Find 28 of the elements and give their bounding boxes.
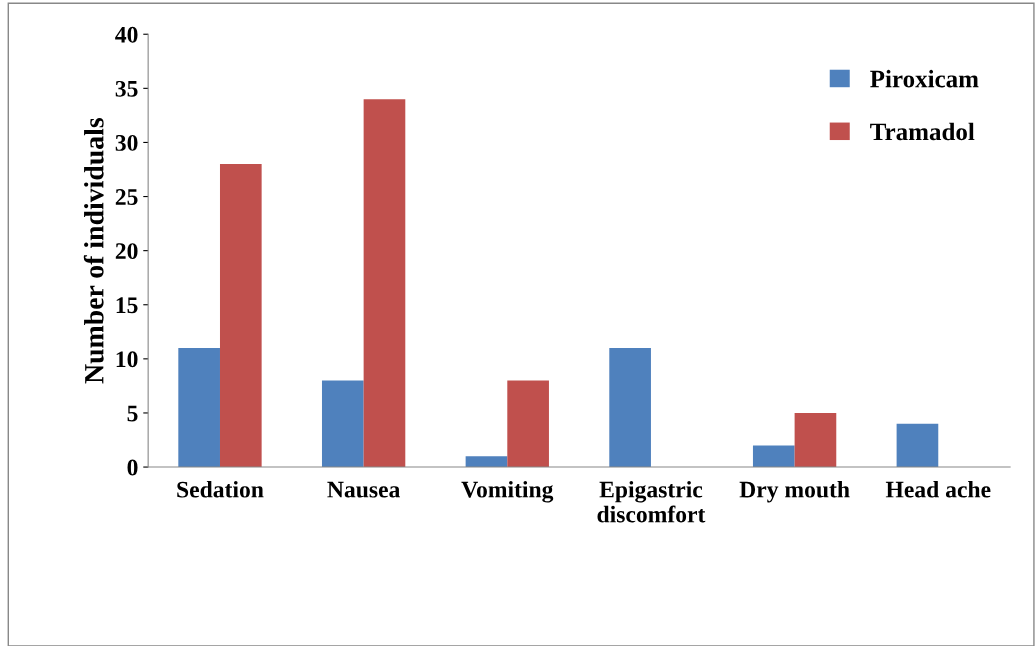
- y-tick-label: 25: [115, 189, 138, 205]
- bar: [178, 348, 220, 468]
- bar: [363, 99, 406, 468]
- y-tick-label: 20: [115, 243, 138, 260]
- x-tick-label: Sedation: [177, 480, 264, 498]
- x-tick-label: Epigastric discomfort: [597, 480, 706, 523]
- y-tick-label: 35: [115, 80, 138, 97]
- legend-label: Tramadol: [870, 122, 975, 141]
- bar: [321, 380, 364, 468]
- bar: [609, 348, 651, 468]
- bar: [507, 380, 549, 468]
- x-tick-label: Dry mouth: [739, 480, 850, 503]
- x-tick-label: Head ache: [885, 480, 991, 498]
- bar: [752, 445, 795, 468]
- y-tick-label: 10: [116, 351, 138, 368]
- x-tick-label: Vomiting: [461, 480, 554, 503]
- y-tick-label: 40: [115, 26, 138, 43]
- bar: [896, 423, 939, 468]
- y-axis-title: Number of individuals: [83, 118, 104, 384]
- y-tick-label: 0: [127, 459, 138, 476]
- legend-label: Piroxicam: [870, 69, 979, 88]
- y-tick-label: 30: [115, 134, 138, 151]
- y-tick-label: 15: [116, 297, 138, 314]
- bar: [794, 412, 837, 468]
- y-tick-label: 5: [127, 405, 138, 422]
- bar: [465, 456, 508, 468]
- x-tick-label: Nausea: [327, 481, 401, 498]
- bar: [219, 164, 262, 468]
